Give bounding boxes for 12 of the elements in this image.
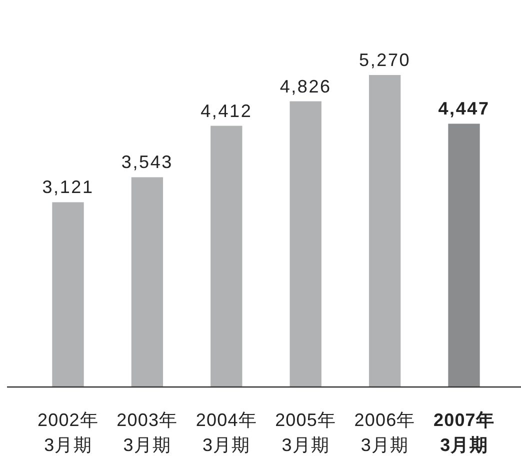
- x-tick-label: 2005年 3月期: [275, 410, 336, 455]
- x-tick-label: 2004年 3月期: [196, 410, 257, 455]
- data-label: 3,543: [121, 152, 173, 172]
- data-label: 3,121: [42, 177, 94, 198]
- x-tick-label: 2007年 3月期: [433, 410, 495, 455]
- x-tick-label: 2003年 3月期: [116, 410, 178, 455]
- data-label: 4,826: [280, 76, 332, 96]
- data-label: 4,447: [438, 98, 490, 119]
- data-label: 4,412: [200, 100, 252, 121]
- data-label: 5,270: [359, 50, 411, 70]
- x-tick-label: 2002年 3月期: [37, 410, 99, 455]
- x-tick-label: 2006年 3月期: [354, 410, 416, 455]
